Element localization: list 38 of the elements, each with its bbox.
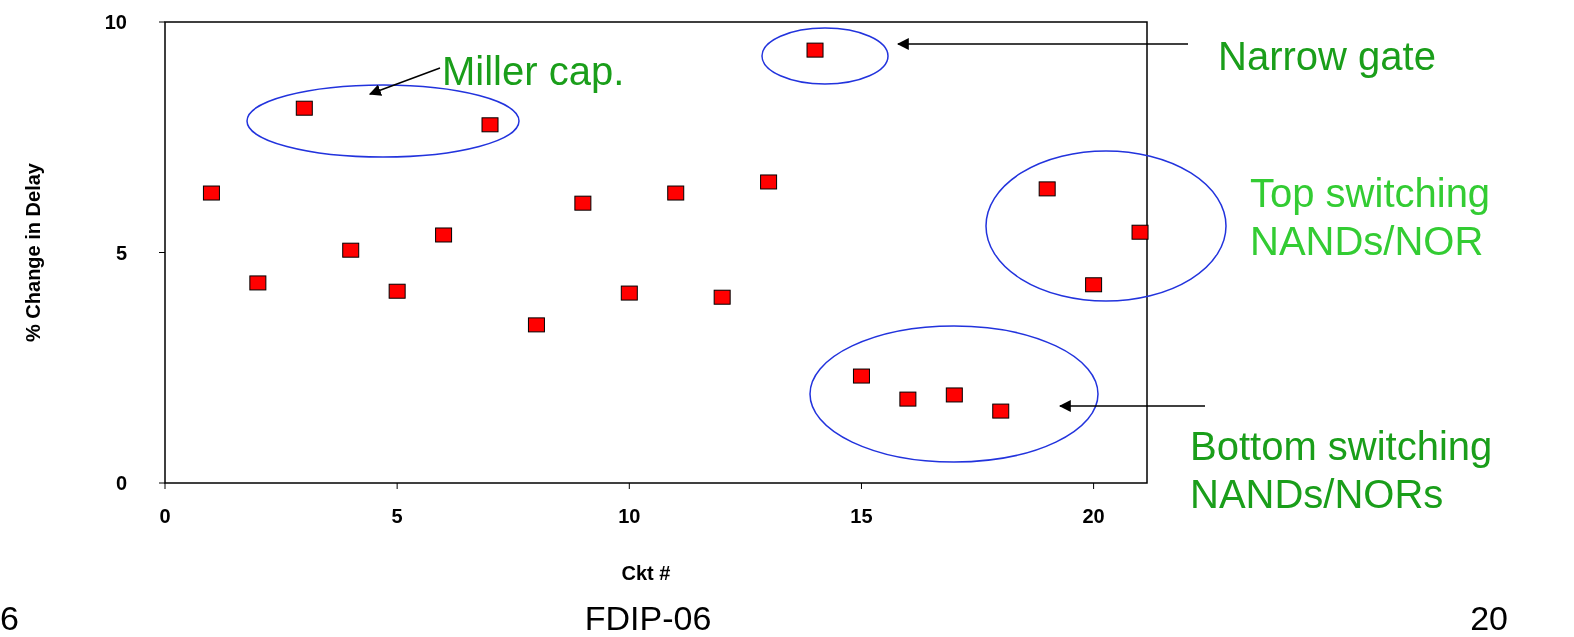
x-tick-label: 10 — [618, 505, 641, 527]
point — [667, 185, 685, 201]
x-tick-label: 5 — [391, 505, 403, 527]
text: Bottom switching NANDs/NORs — [1190, 424, 1493, 516]
point — [527, 317, 545, 333]
point — [295, 100, 313, 116]
point — [760, 174, 778, 190]
point — [1085, 277, 1103, 293]
text: FDIP-06 — [584, 599, 712, 637]
x-axis-title: Ckt # — [621, 562, 671, 584]
point — [992, 403, 1010, 419]
point — [899, 391, 917, 407]
point — [852, 368, 870, 384]
point — [945, 387, 963, 403]
text: 20 — [1470, 599, 1508, 637]
point — [620, 285, 638, 301]
x-tick-label: 15 — [850, 505, 873, 527]
y-tick-label: 10 — [104, 11, 127, 33]
point — [249, 275, 267, 291]
x-tick-label: 20 — [1082, 505, 1105, 527]
point — [202, 185, 220, 201]
y-tick-label: 5 — [115, 241, 127, 264]
point — [713, 289, 731, 305]
point — [574, 195, 592, 211]
point — [388, 283, 406, 299]
text: Narrow gate — [1218, 34, 1436, 78]
point — [342, 242, 360, 258]
point — [481, 117, 499, 133]
y-tick-label: 0 — [115, 472, 127, 494]
text: Top switching NANDs/NOR — [1250, 171, 1491, 263]
y-axis-title: % Change in Delay — [22, 162, 44, 342]
text: 6 — [0, 599, 19, 637]
annotation: Miller cap. — [442, 49, 625, 93]
x-tick-label: 0 — [159, 505, 171, 527]
point — [1131, 224, 1149, 240]
point — [806, 42, 824, 58]
point — [435, 227, 453, 243]
point — [1038, 181, 1056, 197]
